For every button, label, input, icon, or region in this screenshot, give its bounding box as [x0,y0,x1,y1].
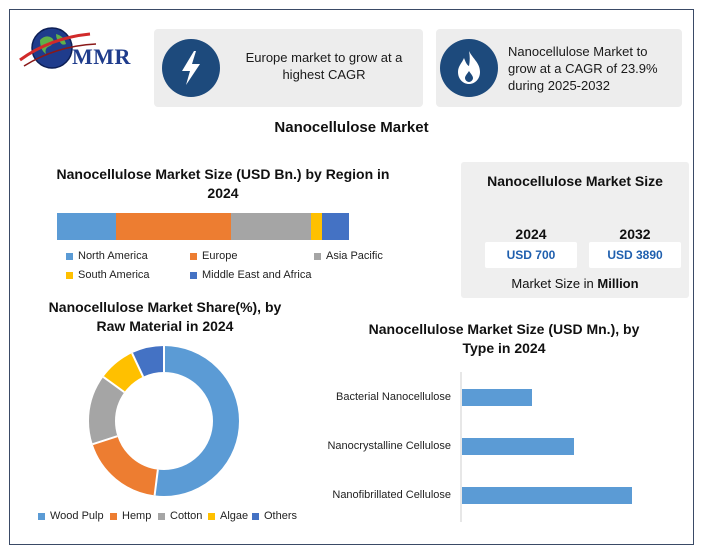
raw-material-legend-item: Cotton [158,510,202,522]
legend-swatch [208,512,215,520]
lightning-bolt-icon [162,39,220,97]
legend-label: Algae [220,510,249,522]
legend-swatch [314,252,321,260]
region-chart-title: Nanocellulose Market Size (USD Bn.) by R… [56,166,390,201]
year-2024-label: 2024 [515,226,547,242]
type-category-label: Nanocrystalline Cellulose [327,440,451,452]
legend-swatch [66,271,73,279]
legend-swatch [110,512,117,520]
legend-label: South America [78,269,150,281]
type-category-label: Bacterial Nanocellulose [336,391,451,403]
region-segment-2 [231,213,311,240]
raw-material-donut-chart [89,346,239,496]
type-chart-title: Nanocellulose Market Size (USD Mn.), by … [368,321,640,356]
market-size-title: Nanocellulose Market Size [487,173,663,189]
type-category-label: Nanofibrillated Cellulose [332,489,451,501]
legend-swatch [252,512,259,520]
donut-slice-cotton [89,346,239,496]
legend-label: Europe [202,250,238,262]
highlight-market-cagr: Nanocellulose Market to grow at a CAGR o… [436,29,682,107]
type-bar-chart [460,372,632,522]
legend-label: Wood Pulp [50,510,104,522]
region-segment-1 [115,213,231,240]
type-bar-0 [462,389,532,406]
raw-material-legend-item: Others [252,510,297,522]
legend-swatch [190,271,197,279]
mmr-logo [19,27,97,69]
legend-label: Cotton [170,510,203,522]
type-bar-1 [462,438,574,455]
region-legend-item: Asia Pacific [314,250,383,262]
region-segment-4 [322,213,349,240]
raw-material-legend-item: Wood Pulp [38,510,104,522]
value-2032: USD 3890 [589,242,681,268]
region-legend-item: Europe [190,250,237,262]
raw-material-legend-item: Hemp [110,510,151,522]
flame-icon [440,39,498,97]
donut-separator [131,352,145,378]
raw-material-legend-item: Algae [208,510,248,522]
legend-swatch [66,252,73,260]
region-legend-item: North America [66,250,148,262]
legend-label: North America [78,250,148,262]
footer-prefix: Market Size in [511,276,598,291]
region-stacked-bar [57,213,349,240]
market-size-panel: Nanocellulose Market Size 2024 2032 USD … [461,162,689,298]
year-2032-label: 2032 [619,226,651,242]
raw-material-chart-title: Nanocellulose Market Share(%), by Raw Ma… [48,299,282,334]
region-legend-item: Middle East and Africa [190,269,311,281]
legend-label: Middle East and Africa [202,269,312,281]
highlight-market-text: Nanocellulose Market to grow at a CAGR o… [508,44,658,93]
region-segment-0 [57,213,116,240]
legend-swatch [38,512,45,520]
legend-label: Hemp [122,510,152,522]
donut-separator [92,435,118,446]
market-size-footer: Market Size in Million [461,276,689,291]
region-legend-item: South America [66,269,150,281]
page-title: Nanocellulose Market [274,119,429,136]
legend-swatch [158,512,165,520]
footer-unit: Million [597,276,639,291]
legend-swatch [190,252,197,260]
value-2024: USD 700 [485,242,577,268]
highlight-europe-cagr: Europe market to grow at a highest CAGR [154,29,423,107]
logo-wordmark: MMR [72,44,131,69]
type-bar-2 [462,487,632,504]
legend-label: Others [264,510,298,522]
donut-separator [102,376,125,394]
region-segment-3 [310,213,323,240]
donut-separator [153,469,159,496]
highlight-europe-text: Europe market to grow at a highest CAGR [245,50,403,82]
infographic-frame [9,9,694,545]
legend-label: Asia Pacific [326,250,383,262]
